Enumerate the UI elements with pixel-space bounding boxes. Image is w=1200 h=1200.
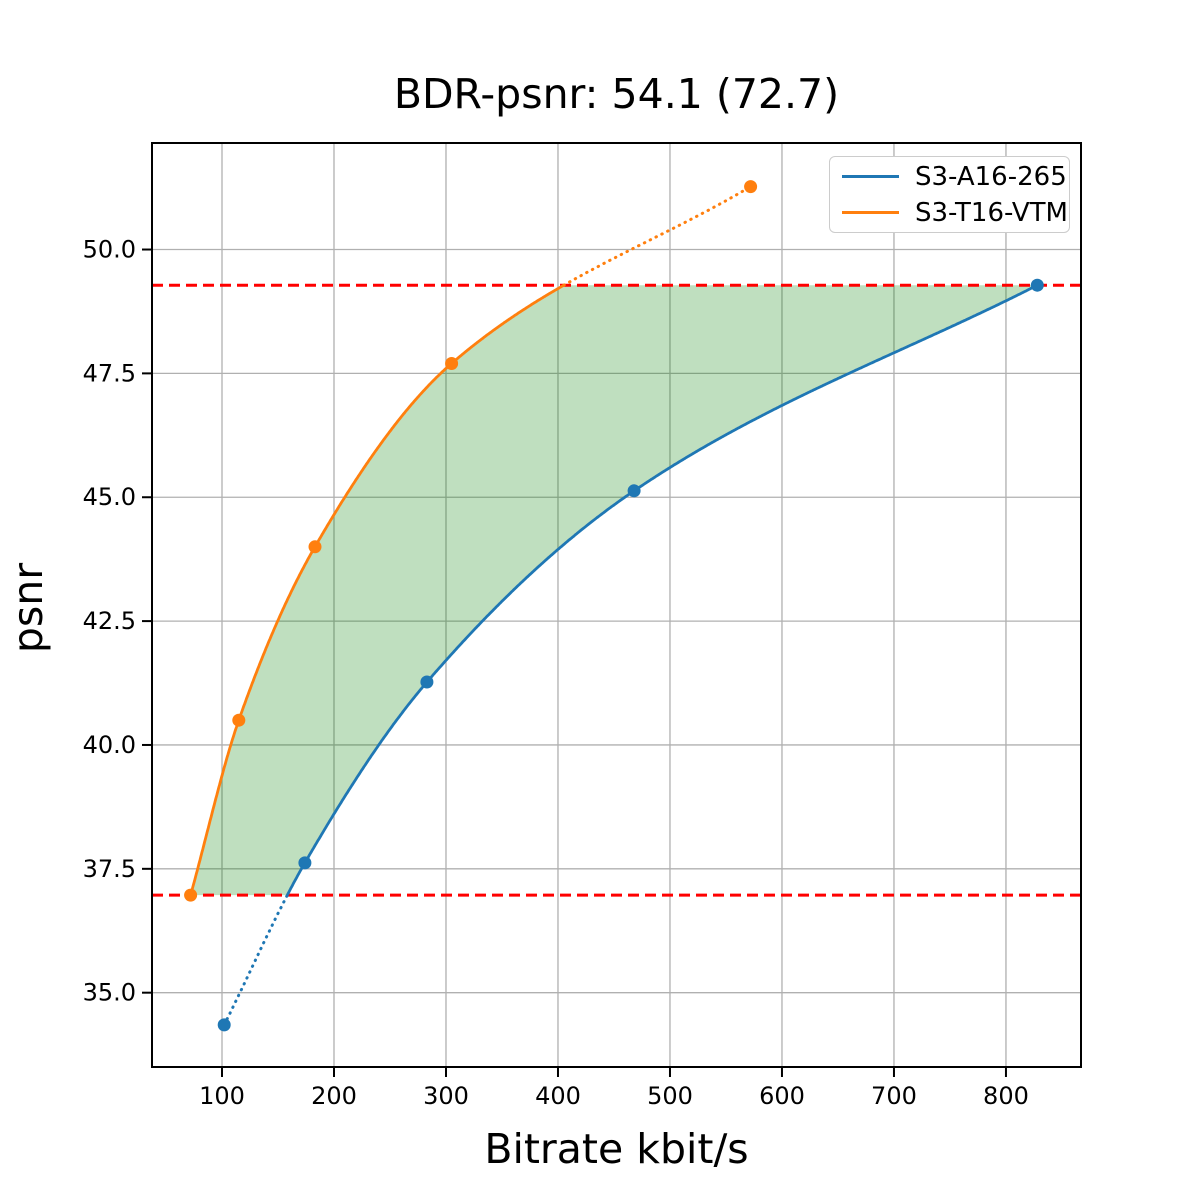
- data-point-s3-t16-vtm: [744, 180, 758, 194]
- y-tick-label-42.5: 42.5: [83, 607, 136, 635]
- x-tick-label-300: 300: [423, 1082, 469, 1110]
- data-point-s3-a16-265: [217, 1018, 231, 1032]
- legend-label-s3-t16-vtm: S3-T16-VTM: [915, 197, 1068, 228]
- x-axis-label: Bitrate kbit/s: [484, 1125, 749, 1173]
- y-tick-label-45: 45.0: [83, 483, 136, 511]
- data-point-s3-t16-vtm: [308, 540, 322, 554]
- legend-line-swatch-orange: [842, 211, 899, 214]
- legend-label-s3-a16-265: S3-A16-265: [915, 161, 1067, 192]
- y-tick-label-35: 35.0: [83, 979, 136, 1007]
- legend: S3-A16-265 S3-T16-VTM: [829, 156, 1070, 233]
- bd-shaded-region: [190, 285, 1038, 896]
- legend-item-s3-a16-265: S3-A16-265: [830, 160, 1069, 193]
- x-tick-label-700: 700: [871, 1082, 917, 1110]
- series-line-s3-t16-vtm: [189, 283, 565, 896]
- y-axis-label: psnr: [4, 562, 52, 654]
- series-dotted-line-s3-a16-265: [222, 893, 289, 1027]
- data-point-s3-t16-vtm: [445, 357, 459, 370]
- x-tick-label-600: 600: [759, 1082, 805, 1110]
- x-tick-label-100: 100: [199, 1082, 245, 1110]
- x-tick-label-500: 500: [647, 1082, 693, 1110]
- y-tick-label-50: 50.0: [83, 236, 136, 264]
- series-line-s3-a16-265: [286, 283, 1038, 896]
- y-tick-label-40: 40.0: [83, 731, 136, 759]
- data-point-s3-a16-265: [627, 484, 641, 498]
- plot-frame: [151, 142, 1082, 1068]
- data-point-s3-t16-vtm: [232, 713, 246, 727]
- y-tick-label-37.5: 37.5: [83, 855, 136, 883]
- series-dotted-line-s3-t16-vtm: [562, 185, 753, 287]
- y-tick-label-47.5: 47.5: [83, 359, 136, 387]
- x-tick-label-400: 400: [535, 1082, 581, 1110]
- legend-line-swatch-blue: [842, 175, 899, 178]
- data-point-s3-a16-265: [420, 675, 434, 689]
- chart-title: BDR-psnr: 54.1 (72.7): [393, 70, 840, 118]
- legend-item-s3-t16-vtm: S3-T16-VTM: [830, 196, 1069, 229]
- x-tick-label-200: 200: [311, 1082, 357, 1110]
- x-tick-label-800: 800: [983, 1082, 1029, 1110]
- data-point-s3-a16-265: [298, 856, 312, 870]
- data-point-s3-a16-265: [1030, 278, 1044, 292]
- data-point-s3-t16-vtm: [184, 888, 198, 902]
